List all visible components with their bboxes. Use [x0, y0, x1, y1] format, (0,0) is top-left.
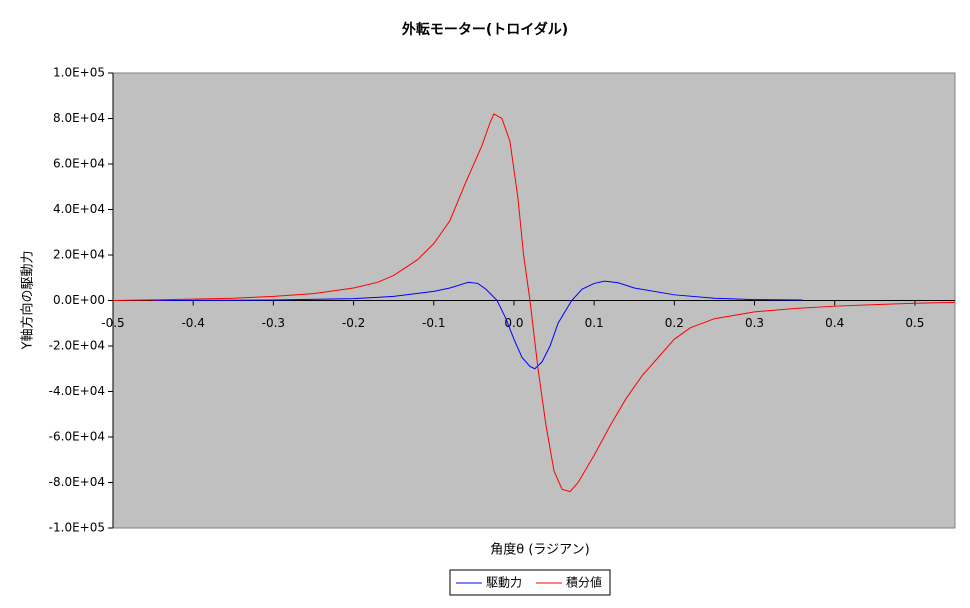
- y-tick-label: -8.0E+04: [49, 475, 105, 489]
- series-line: [153, 280, 803, 370]
- x-tick-label: -0.5: [101, 316, 124, 330]
- legend-label: 積分値: [566, 575, 602, 590]
- y-axis-title: Y軸方向の駆動力: [20, 251, 36, 351]
- x-tick-label: 0.3: [745, 316, 764, 330]
- y-tick-label: 0.0E+00: [53, 293, 105, 307]
- y-tick-label: -1.0E+05: [49, 521, 105, 535]
- y-tick-label: -6.0E+04: [49, 430, 105, 444]
- y-tick-label: -4.0E+04: [49, 384, 105, 398]
- x-tick-label: 0.2: [665, 316, 684, 330]
- chart-title: 外転モーター(トロイダル): [402, 21, 568, 38]
- y-tick-label: 4.0E+04: [53, 202, 105, 216]
- x-tick-label: 0.5: [905, 316, 924, 330]
- legend-label: 駆動力: [486, 576, 522, 590]
- y-tick-label: 6.0E+04: [53, 157, 105, 171]
- x-tick-label: -0.1: [422, 316, 445, 330]
- y-tick-label: 2.0E+04: [53, 248, 105, 262]
- x-axis-title: 角度θ (ラジアン): [490, 542, 589, 558]
- series-line: [112, 113, 956, 493]
- x-tick-label: -0.2: [342, 316, 365, 330]
- y-tick-label: 1.0E+05: [53, 66, 105, 80]
- x-tick-label: 0.4: [825, 316, 844, 330]
- x-tick-label: -0.3: [262, 316, 285, 330]
- x-tick-label: 0.1: [585, 316, 604, 330]
- y-tick-label: -2.0E+04: [49, 339, 105, 353]
- y-tick-label: 8.0E+04: [53, 111, 105, 125]
- x-tick-label: -0.4: [181, 316, 204, 330]
